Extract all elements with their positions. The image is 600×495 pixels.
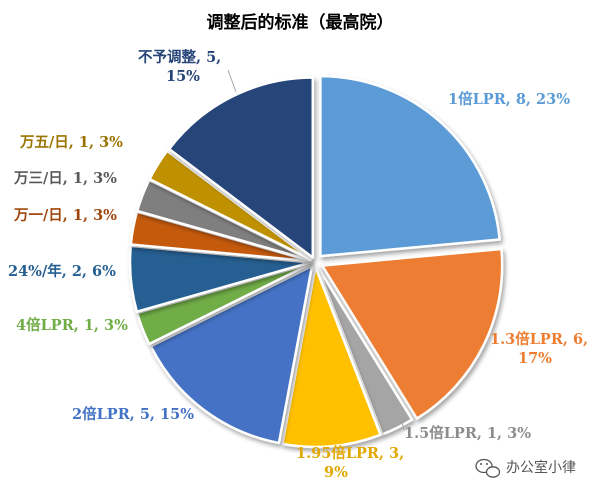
wechat-icon [475, 458, 501, 478]
data-label-1-3倍lpr: 1.3倍LPR, 6, 17% [490, 330, 588, 367]
label-leader-lines [227, 69, 405, 431]
pie-slices [128, 74, 504, 449]
leader-line-1-5倍lpr [399, 413, 405, 431]
data-label-不予调整: 不予调整, 5, 15% [138, 48, 221, 85]
pie-slice-1-5倍lpr [315, 265, 414, 436]
pie-slice-2倍lpr [149, 264, 314, 445]
data-label-24pct-年: 24%/年, 2, 6% [8, 262, 116, 280]
pie-slice-万五-日 [148, 149, 312, 261]
pie-slice-24pct-年 [128, 244, 312, 313]
data-label-万三-日: 万三/日, 1, 3% [13, 170, 117, 187]
pie-slice-4倍lpr [135, 262, 312, 346]
data-label-1倍lpr: 1倍LPR, 8, 23% [448, 90, 570, 108]
data-label-4倍lpr: 4倍LPR, 1, 3% [16, 316, 128, 334]
data-label-万一-日: 万一/日, 1, 3% [13, 207, 117, 224]
data-label-万五-日: 万五/日, 1, 3% [19, 134, 123, 151]
pie-slice-1-95倍lpr [281, 265, 382, 449]
chart-title: 调整后的标准（最高院） [207, 12, 394, 33]
pie-slice-1-3倍lpr [320, 247, 504, 420]
data-labels: 1倍LPR, 8, 23% 1.3倍LPR, 6, 17% 1.5倍LPR, 1, 3… [8, 48, 588, 481]
data-label-1-5倍lpr: 1.5倍LPR, 1, 3% [404, 424, 531, 442]
watermark: 办公室小律 [475, 458, 576, 478]
watermark-text: 办公室小律 [506, 459, 576, 476]
pie-slice-不予调整 [167, 76, 315, 259]
data-label-2倍lpr: 2倍LPR, 5, 15% [72, 405, 194, 423]
data-label-1-95倍lpr: 1.95倍LPR, 3, 9% [296, 444, 404, 481]
pie-slice-1倍lpr [319, 74, 501, 258]
leader-line-不予调整 [227, 69, 237, 93]
